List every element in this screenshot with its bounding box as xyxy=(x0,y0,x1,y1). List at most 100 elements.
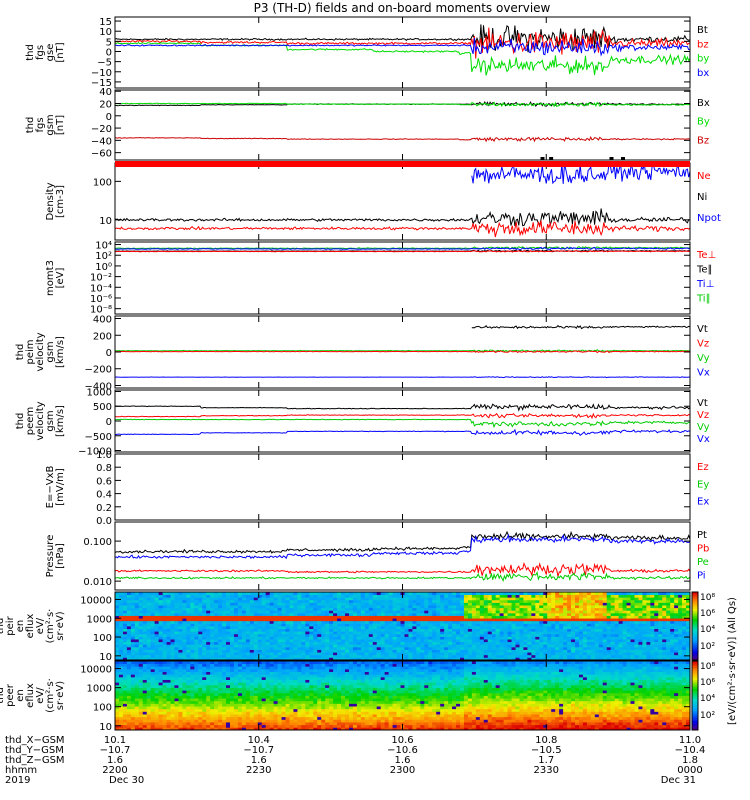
spec-cell xyxy=(115,679,120,683)
spec-cell xyxy=(126,727,132,731)
spec-cell xyxy=(134,724,140,728)
spec-cell xyxy=(130,663,136,667)
spec-cell xyxy=(253,594,259,598)
spec-cell xyxy=(297,592,302,596)
spec-cell xyxy=(578,599,584,603)
spec-cell xyxy=(142,695,148,699)
spec-cell xyxy=(662,639,667,643)
spec-cell xyxy=(602,607,608,611)
spec-cell xyxy=(305,641,310,645)
spec-cell xyxy=(658,610,663,614)
spec-cell xyxy=(174,610,179,614)
ylabel-line: thd xyxy=(0,618,6,635)
spec-cell xyxy=(269,597,275,601)
spec-cell xyxy=(463,628,469,632)
spec-cell xyxy=(372,620,378,624)
spec-cell xyxy=(237,676,243,680)
spec-cell xyxy=(285,599,290,603)
spec-cell xyxy=(467,628,473,632)
spec-cell xyxy=(257,602,263,606)
spec-cell xyxy=(368,646,374,650)
spec-cell xyxy=(281,641,286,645)
spec-cell xyxy=(686,641,691,645)
spec-cell xyxy=(368,602,374,606)
spec-cell xyxy=(507,607,512,611)
spec-cell xyxy=(329,620,334,624)
spec-cell xyxy=(194,700,199,704)
spec-cell xyxy=(475,654,481,658)
spec-cell xyxy=(618,605,623,609)
spec-cell xyxy=(170,646,175,650)
spec-cell xyxy=(293,615,298,619)
spec-cell xyxy=(575,639,580,643)
spec-cell xyxy=(420,639,425,643)
spec-cell xyxy=(606,657,612,661)
spec-cell xyxy=(130,676,136,680)
spec-cell xyxy=(626,594,631,598)
spec-cell xyxy=(543,646,548,650)
spec-cell xyxy=(162,719,167,723)
spec-cell xyxy=(329,610,334,614)
spec-cell xyxy=(166,623,171,627)
spec-cell xyxy=(257,607,263,611)
spec-cell xyxy=(650,641,655,645)
spec-cell xyxy=(297,641,302,645)
ylabel-line: thd xyxy=(25,44,36,61)
spec-cell xyxy=(237,695,243,699)
spec-cell xyxy=(233,657,239,661)
spec-cell xyxy=(321,623,326,627)
spec-cell xyxy=(507,620,512,624)
spec-cell xyxy=(638,649,643,653)
spec-cell xyxy=(416,620,421,624)
spec-cell xyxy=(233,592,239,596)
spec-cell xyxy=(186,700,191,704)
spec-cell xyxy=(309,654,314,658)
spec-cell xyxy=(194,695,199,699)
spec-cell xyxy=(154,605,160,609)
spec-cell xyxy=(281,597,286,601)
spec-cell xyxy=(598,628,604,632)
spec-cell xyxy=(404,646,409,650)
spec-cell xyxy=(206,644,211,648)
spec-cell xyxy=(317,607,322,611)
spec-cell xyxy=(404,602,409,606)
spec-cell xyxy=(233,722,239,726)
spec-cell xyxy=(273,636,278,640)
spec-cell xyxy=(594,592,600,596)
spec-cell xyxy=(638,612,643,616)
spec-cell xyxy=(206,708,211,712)
spec-cell xyxy=(567,628,572,632)
spec-cell xyxy=(412,633,417,637)
spec-cell xyxy=(226,674,231,678)
spec-cell xyxy=(527,610,532,614)
spec-cell xyxy=(578,639,584,643)
spec-cell xyxy=(507,649,512,653)
spec-cell xyxy=(130,605,136,609)
spec-cell xyxy=(194,633,199,637)
spec-cell xyxy=(281,631,286,635)
spec-cell xyxy=(428,649,433,653)
spec-cell xyxy=(594,636,600,640)
spec-cell xyxy=(194,708,199,712)
spec-cell xyxy=(511,594,516,598)
spec-cell xyxy=(170,724,175,728)
spec-cell xyxy=(230,714,235,718)
ylabel-line: velocity xyxy=(35,332,46,371)
spec-cell xyxy=(317,652,322,656)
spec-cell xyxy=(606,610,612,614)
spec-cell xyxy=(130,620,136,624)
spec-cell xyxy=(218,657,223,661)
spec-cell xyxy=(305,649,310,653)
spec-cell xyxy=(118,724,124,728)
spec-cell xyxy=(142,594,148,598)
spec-cell xyxy=(674,594,679,598)
spec-cell xyxy=(202,708,207,712)
spec-cell xyxy=(578,592,584,596)
spec-cell xyxy=(202,599,207,603)
spec-cell xyxy=(182,722,187,726)
spec-cell xyxy=(662,657,667,661)
spec-cell xyxy=(245,602,251,606)
spec-cell xyxy=(218,671,223,675)
